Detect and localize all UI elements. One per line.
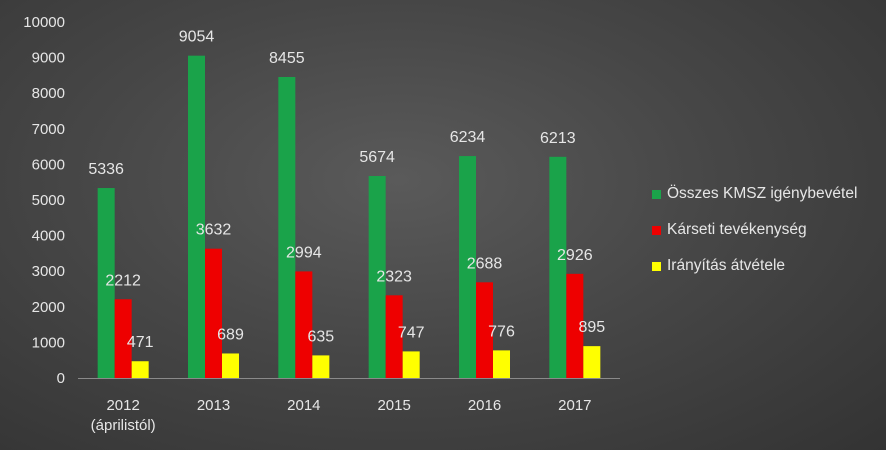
y-tick-label: 2000 <box>32 299 65 316</box>
data-label: 635 <box>307 328 334 345</box>
bar <box>368 176 386 378</box>
x-tick-label: 2017 <box>558 397 591 414</box>
data-label: 471 <box>127 334 154 351</box>
y-tick-label: 0 <box>57 370 65 387</box>
data-label: 6234 <box>450 129 486 146</box>
bar <box>295 271 313 378</box>
x-tick-label: 2013 <box>197 397 230 414</box>
data-label: 5336 <box>88 161 124 178</box>
legend-label: Kárseti tevékenység <box>667 221 807 238</box>
bar <box>549 156 567 378</box>
x-axis: 2012 (áprilistól) 2013 2014 2015 2016 2017 <box>78 378 620 434</box>
x-tick-label: 2012 (áprilistól) <box>91 397 156 434</box>
legend-item-control: Irányítás átvétele <box>652 248 857 284</box>
bar <box>566 273 584 378</box>
x-tick-label: 2015 <box>377 397 410 414</box>
legend-swatch <box>652 225 661 235</box>
y-tick-label: 9000 <box>32 50 65 67</box>
bar <box>131 361 149 378</box>
bars <box>97 55 601 378</box>
data-label: 2926 <box>557 247 593 264</box>
y-tick-label: 5000 <box>32 192 65 209</box>
legend-label: Irányítás átvétele <box>667 257 786 274</box>
bar <box>222 353 239 378</box>
data-label: 895 <box>578 319 605 336</box>
bar <box>402 351 420 378</box>
legend-label: Összes KMSZ igénybevétel <box>667 185 858 202</box>
y-tick-label: 4000 <box>32 228 65 245</box>
data-label: 2994 <box>286 244 322 261</box>
x-tick-label: 2016 <box>468 397 501 414</box>
data-label: 689 <box>217 326 244 343</box>
data-label: 2688 <box>467 255 503 272</box>
data-label: 2323 <box>376 268 412 285</box>
data-label: 2212 <box>105 272 141 289</box>
data-label: 6213 <box>540 130 576 147</box>
bar <box>312 355 330 378</box>
legend-swatch <box>652 261 661 271</box>
y-axis: 0 1000 2000 3000 4000 5000 6000 7000 8000 9000 100… <box>23 14 65 387</box>
bar <box>385 295 403 378</box>
data-label: 8455 <box>269 50 305 67</box>
y-tick-label: 10000 <box>23 14 65 31</box>
bar <box>493 350 510 378</box>
y-tick-label: 6000 <box>32 156 65 173</box>
bar <box>459 156 476 378</box>
legend: Összes KMSZ igénybevétel Kárseti tevéken… <box>652 176 857 284</box>
bar <box>97 188 115 378</box>
data-labels: 5336 9054 8455 5674 6234 6213 2212 3632 2994 2323… <box>88 29 605 352</box>
y-tick-label: 8000 <box>32 85 65 102</box>
legend-item-total: Összes KMSZ igénybevétel <box>652 176 857 212</box>
y-tick-label: 3000 <box>32 263 65 280</box>
data-label: 747 <box>398 324 425 341</box>
data-label: 3632 <box>196 222 232 239</box>
data-label: 9054 <box>179 29 215 46</box>
bar <box>205 248 222 378</box>
legend-item-damage: Kárseti tevékenység <box>652 212 857 248</box>
bar <box>583 346 601 378</box>
data-label: 5674 <box>359 149 395 166</box>
bar <box>476 282 493 378</box>
legend-swatch <box>652 189 661 199</box>
bar <box>278 77 296 378</box>
bar <box>114 299 132 378</box>
y-tick-label: 7000 <box>32 121 65 138</box>
bar <box>188 55 205 378</box>
data-label: 776 <box>488 323 515 340</box>
x-tick-label: 2014 <box>287 397 320 414</box>
y-tick-label: 1000 <box>32 334 65 351</box>
